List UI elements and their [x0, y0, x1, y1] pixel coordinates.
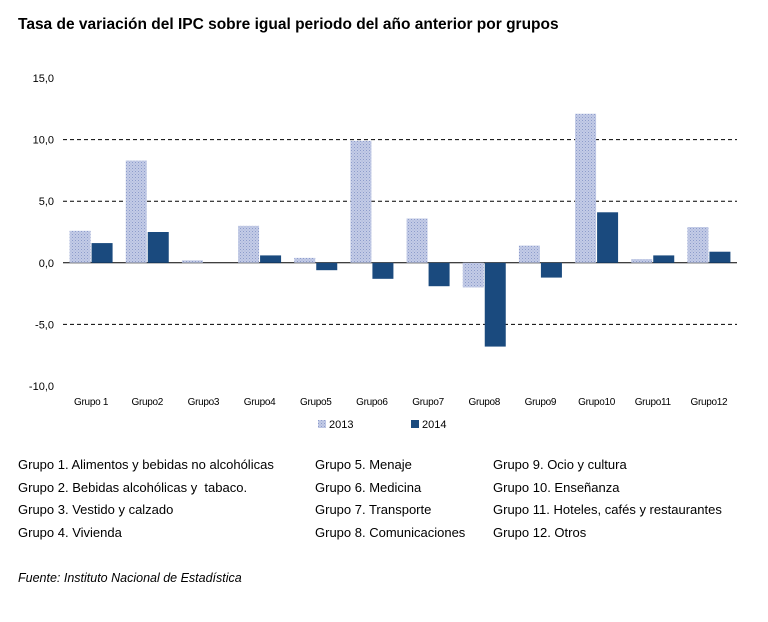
- bar-2013-6: [350, 140, 372, 263]
- group-column-1: Grupo 1. Alimentos y bebidas no alcohóli…: [18, 456, 274, 547]
- bar-2013-8: [462, 262, 484, 288]
- legend-swatch-2014: [411, 420, 419, 428]
- bar-2014-11: [653, 255, 675, 263]
- group-column-3: Grupo 9. Ocio y cultura Grupo 10. Enseña…: [493, 456, 722, 547]
- group-item: Grupo 3. Vestido y calzado: [18, 502, 174, 518]
- group-item: Grupo 1. Alimentos y bebidas no alcohóli…: [18, 457, 274, 472]
- bar-2014-2: [147, 232, 169, 263]
- legend-swatch-2013: [318, 420, 326, 428]
- group-item: Grupo 12. Otros: [493, 525, 587, 541]
- group-item: Grupo 9. Ocio y cultura: [493, 457, 627, 472]
- x-category-label: Grupo7: [412, 397, 444, 408]
- y-tick-label: -10,0: [29, 381, 54, 393]
- y-tick-label: 0,0: [39, 258, 54, 270]
- bar-2014-6: [372, 262, 394, 279]
- bar-2014-4: [260, 255, 282, 263]
- y-tick-label: 15,0: [33, 73, 54, 85]
- bar-2013-10: [575, 113, 597, 263]
- bar-2013-5: [294, 257, 316, 263]
- bar-2013-2: [125, 160, 147, 263]
- bar-2013-12: [687, 227, 709, 263]
- group-column-2: Grupo 5. Menaje Grupo 6. Medicina Grupo …: [315, 456, 465, 547]
- bar-2014-1: [91, 243, 113, 263]
- group-item: Grupo 8. Comunicaciones: [315, 525, 466, 541]
- bar-2013-9: [518, 245, 540, 263]
- source-note: Fuente: Instituto Nacional de Estadístic…: [18, 571, 242, 585]
- group-item: Grupo 6. Medicina: [315, 479, 422, 495]
- bar-2013-11: [631, 259, 653, 263]
- bar-2014-10: [597, 212, 619, 263]
- legend-label-2013: 2013: [329, 419, 353, 431]
- gridlines: [63, 139, 737, 325]
- x-category-label: Grupo3: [188, 397, 220, 408]
- x-category-label: Grupo2: [131, 397, 163, 408]
- y-tick-label: -5,0: [35, 319, 54, 331]
- x-category-label: Grupo9: [525, 397, 557, 408]
- bar-2014-7: [428, 262, 450, 287]
- bar-2014-8: [484, 262, 506, 347]
- chart-title: Tasa de variación del IPC sobre igual pe…: [18, 16, 559, 33]
- x-category-label: Grupo8: [468, 397, 500, 408]
- bar-2014-12: [709, 251, 731, 263]
- group-item: Grupo 10. Enseñanza: [493, 479, 620, 495]
- bar-2013-7: [406, 218, 428, 263]
- x-category-label: Grupo4: [244, 397, 276, 408]
- bar-2014-9: [540, 262, 562, 278]
- group-item: Grupo 11. Hoteles, cafés y restaurantes: [493, 502, 722, 518]
- x-category-label: Grupo12: [691, 397, 729, 408]
- y-tick-label: 5,0: [39, 196, 54, 208]
- bar-2014-5: [316, 262, 338, 271]
- legend-label-2014: 2014: [422, 419, 446, 431]
- x-category-label: Grupo5: [300, 397, 332, 408]
- legend: 2013 2014: [318, 419, 446, 431]
- group-item: Grupo 4. Vivienda: [18, 525, 122, 541]
- x-category-label: Grupo10: [578, 397, 616, 408]
- group-item: Grupo 7. Transporte: [315, 502, 432, 518]
- x-category-label: Grupo11: [635, 397, 672, 408]
- bar-2013-1: [69, 230, 91, 263]
- bar-2013-3: [181, 260, 203, 263]
- bars: [69, 113, 731, 347]
- x-category-label: Grupo6: [356, 397, 388, 408]
- y-tick-label: 10,0: [33, 135, 54, 147]
- y-axis-ticks: 15,0 10,0 5,0 0,0 -5,0 -10,0: [29, 73, 54, 393]
- group-legend: Grupo 1. Alimentos y bebidas no alcohóli…: [18, 456, 758, 546]
- x-category-label: Grupo 1: [74, 397, 109, 408]
- group-item: Grupo 2. Bebidas alcohólicas y tabaco.: [18, 479, 248, 495]
- bar-chart: 15,010,05,00,0-5,0-10,0 Grupo 1 Grupo2 Gru…: [29, 73, 737, 431]
- x-axis-labels: Grupo 1 Grupo2 Grupo3 Grupo4 Grupo5 Grupo6 Gru…: [74, 397, 728, 408]
- bar-2013-4: [238, 225, 260, 263]
- group-item: Grupo 5. Menaje: [315, 457, 412, 472]
